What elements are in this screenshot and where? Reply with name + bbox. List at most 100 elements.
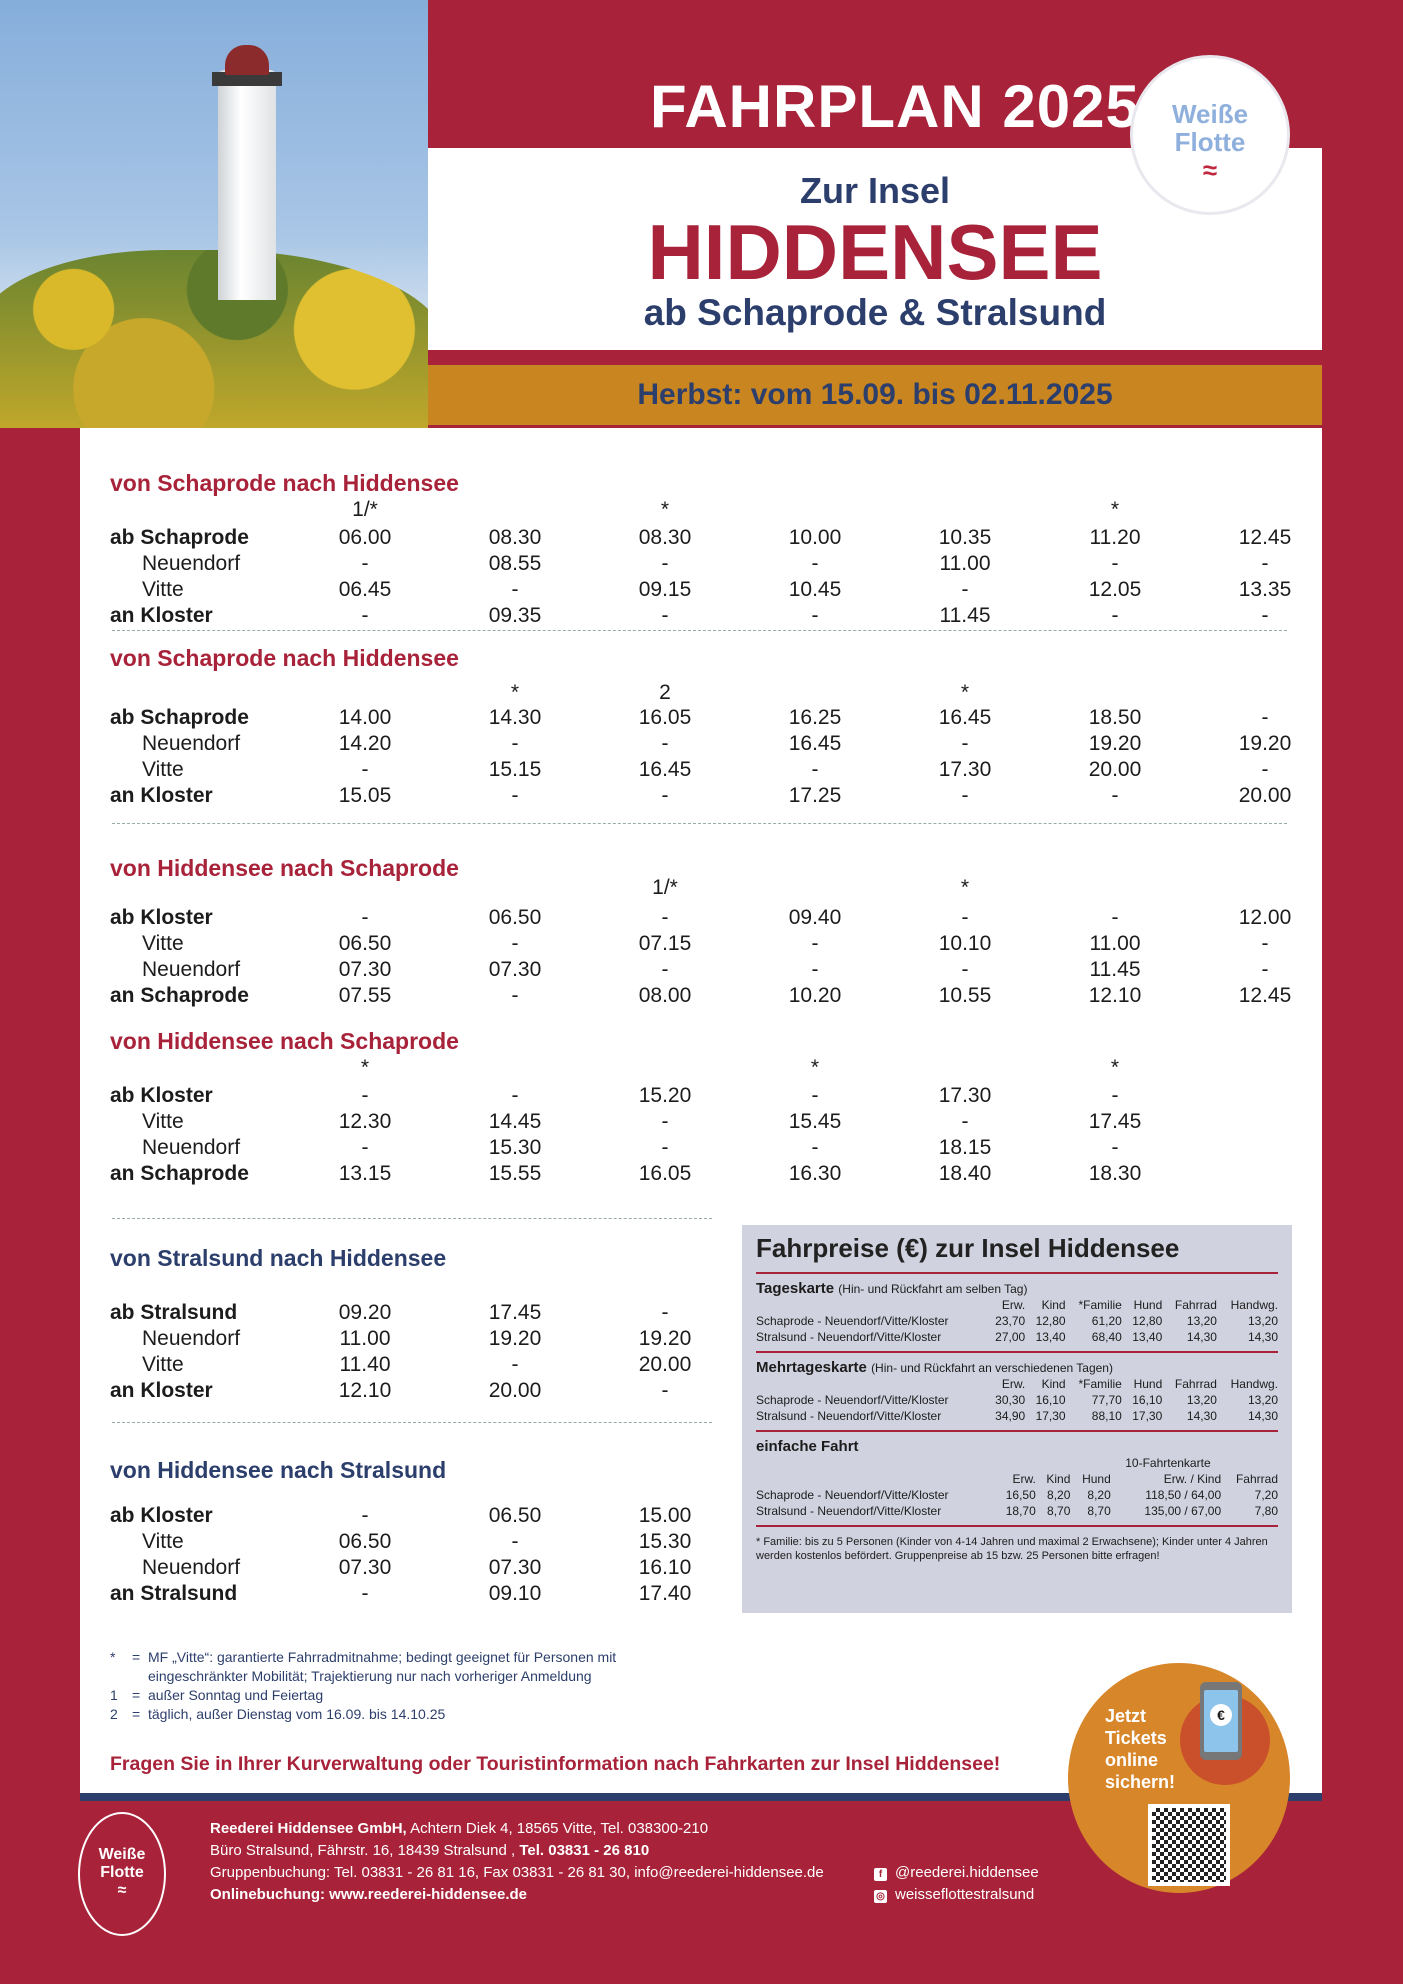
price: 13,20 — [1186, 1314, 1217, 1328]
departure-time: - — [1261, 706, 1269, 729]
column-header — [756, 1471, 994, 1487]
departure-time: - — [1261, 604, 1269, 627]
cell — [994, 1455, 1036, 1471]
trip-note — [1190, 1055, 1340, 1081]
price-row: Schaprode - Neuendorf/Vitte/Kloster 23,70… — [756, 1313, 1278, 1329]
departure-time: 18.40 — [938, 1162, 992, 1185]
departure-time: 08.00 — [638, 984, 692, 1007]
departure-time: - — [661, 784, 669, 807]
departure-time: - — [811, 1136, 819, 1159]
departure-time: - — [661, 958, 669, 981]
stop-name: an Kloster — [110, 604, 213, 627]
facebook-link[interactable]: f @reederei.hiddensee — [874, 1862, 1039, 1884]
departure-time: - — [661, 906, 669, 929]
table-row: Neuendorf 11.00 19.20 19.20 — [110, 1326, 1340, 1352]
instagram-link[interactable]: ◎ weisseflottestralsund — [874, 1884, 1039, 1906]
departure-time: 07.55 — [338, 984, 392, 1007]
departure-time: 09.10 — [488, 1582, 542, 1605]
table-row: ab Kloster - 06.50 - 09.40 - - 12.00 — [110, 905, 1340, 931]
departure-time: 12.05 — [1088, 578, 1142, 601]
departure-time: 08.30 — [638, 526, 692, 549]
departure-time: 10.55 — [938, 984, 992, 1007]
price: 14,30 — [1247, 1409, 1278, 1423]
departure-time: - — [1111, 1136, 1119, 1159]
departure-time — [1190, 1135, 1340, 1161]
price-row: Stralsund - Neuendorf/Vitte/Kloster 18,70… — [756, 1503, 1278, 1519]
cell — [1036, 1455, 1071, 1471]
trip-note: 1/* — [352, 498, 378, 521]
price-row: Schaprode - Neuendorf/Vitte/Kloster 30,30… — [756, 1392, 1278, 1408]
table-row: an Kloster 12.10 20.00 - — [110, 1378, 1340, 1404]
table-row: Vitte 12.30 14.45 - 15.45 - 17.45 — [110, 1109, 1340, 1135]
table-row: ab Kloster - - 15.20 - 17.30 - — [110, 1083, 1340, 1109]
column-header: Erw. — [1001, 1377, 1026, 1391]
departure-time: - — [811, 604, 819, 627]
departure-time: 17.40 — [638, 1582, 692, 1605]
departure-time: - — [1111, 604, 1119, 627]
stop-name: Neuendorf — [142, 1136, 241, 1159]
departure-time: - — [1261, 758, 1269, 781]
departure-time: 11.20 — [1089, 526, 1141, 549]
route: Schaprode - Neuendorf/Vitte/Kloster — [756, 1488, 949, 1502]
departure-time: - — [1111, 1084, 1119, 1107]
departure-time: 06.00 — [338, 526, 392, 549]
departure-time: 17.30 — [938, 758, 992, 781]
stop-name: Vitte — [142, 1110, 184, 1133]
departure-time: 12.00 — [1238, 906, 1292, 929]
departure-time: 15.55 — [488, 1162, 542, 1185]
departure-time: 08.30 — [488, 526, 542, 549]
facebook-icon: f — [874, 1868, 887, 1881]
trip-note — [440, 875, 590, 901]
price-table: Erw. Kind *Familie Hund Fahrrad Handwg. Schapr… — [756, 1297, 1278, 1345]
column-header — [756, 1376, 985, 1392]
departure-time: 06.50 — [338, 1530, 392, 1553]
stop-name: an Kloster — [110, 1379, 213, 1402]
price-section-title: Mehrtageskarte (Hin- und Rückfahrt an ve… — [756, 1359, 1278, 1376]
departure-time: 06.50 — [488, 1504, 542, 1527]
column-header: Handwg. — [1230, 1298, 1278, 1312]
route: Stralsund - Neuendorf/Vitte/Kloster — [756, 1330, 942, 1344]
price: 14,30 — [1186, 1409, 1217, 1423]
trip-note: * — [510, 681, 520, 704]
departure-time: 14.30 — [488, 706, 542, 729]
departure-time: - — [661, 1301, 669, 1324]
price: 8,20 — [1087, 1488, 1111, 1502]
divider — [112, 823, 1287, 824]
cell — [1070, 1455, 1110, 1471]
departure-time: 12.10 — [338, 1379, 392, 1402]
column-header: Erw. — [1012, 1472, 1036, 1486]
stop-name: Neuendorf — [142, 552, 241, 575]
cell: 10-Fahrtenkarte — [1125, 1456, 1211, 1470]
stop-name: ab Kloster — [110, 906, 213, 929]
departure-time: 10.10 — [938, 932, 992, 955]
price: 13,40 — [1132, 1330, 1163, 1344]
departure-time: 16.05 — [638, 1162, 692, 1185]
stop-name: an Schaprode — [110, 984, 249, 1007]
wave-icon: ≈ — [1202, 155, 1218, 185]
price: 68,40 — [1091, 1330, 1122, 1344]
departure-time: 11.45 — [1089, 958, 1141, 981]
departure-time: - — [511, 932, 519, 955]
departure-time: 18.30 — [1088, 1162, 1142, 1185]
departure-time: - — [661, 604, 669, 627]
route-subtitle: ab Schaprode & Stralsund — [643, 292, 1107, 333]
column-header: Kind — [1041, 1298, 1066, 1312]
qr-code[interactable] — [1148, 1804, 1230, 1886]
departure-time: - — [361, 1582, 369, 1605]
price-type-desc: (Hin- und Rückfahrt an verschiedenen Tag… — [871, 1361, 1113, 1375]
column-header: Kind — [1046, 1472, 1071, 1486]
column-header: Hund — [1082, 1472, 1111, 1486]
departure-time: - — [661, 732, 669, 755]
departure-time: 20.00 — [638, 1353, 692, 1376]
trip-note — [740, 875, 890, 901]
departure-time: 09.15 — [638, 578, 692, 601]
section-title: von Hiddensee nach Stralsund — [110, 1457, 447, 1483]
online-booking-link[interactable]: Onlinebuchung: www.reederei-hiddensee.de — [210, 1886, 527, 1903]
price-row: Schaprode - Neuendorf/Vitte/Kloster 16,50… — [756, 1487, 1278, 1503]
price: 8,70 — [1087, 1504, 1111, 1518]
departure-time: 16.25 — [788, 706, 842, 729]
price-type: Mehrtageskarte — [756, 1359, 867, 1376]
price-box: Fahrpreise (€) zur Insel Hiddensee Tages… — [742, 1225, 1292, 1613]
departure-time: 12.30 — [338, 1110, 392, 1133]
table-row: an Schaprode 07.55 - 08.00 10.20 10.55 12.10 12… — [110, 983, 1340, 1009]
